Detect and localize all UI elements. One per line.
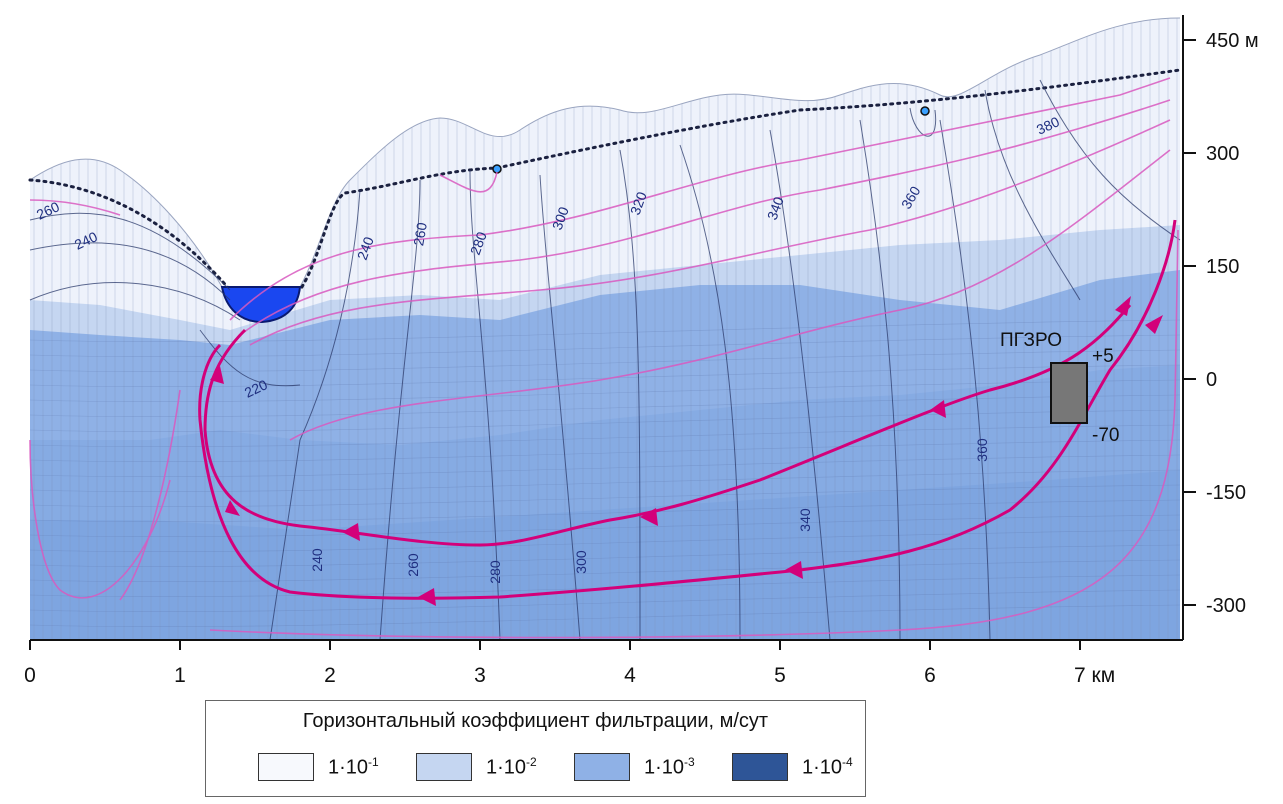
x-tick-label: 0 <box>24 664 36 687</box>
head-contours <box>29 79 1181 641</box>
layer-4 <box>30 470 1180 640</box>
legend-swatch-label: 1·10-1 <box>328 755 379 779</box>
legend-title: Горизонтальный коэффициент фильтрации, м… <box>302 710 769 732</box>
contour-label: 280 <box>467 229 490 257</box>
legend-swatch <box>732 753 788 781</box>
legend-swatch-label: 1·10-2 <box>486 755 537 779</box>
contour-label: 280 <box>487 560 503 584</box>
contour-label: 360 <box>974 438 990 462</box>
x-tick-label: 1 <box>174 664 186 687</box>
mesh-line-h <box>30 559 1180 583</box>
x-tick-label: 4 <box>624 664 636 687</box>
repository-block <box>1050 362 1088 424</box>
y-tick-label: -150 <box>1206 482 1246 504</box>
mesh-line-h <box>30 424 1180 448</box>
mesh-line-h <box>30 454 1180 478</box>
mesh-line-h <box>30 409 1180 433</box>
legend-swatch <box>258 753 314 781</box>
main-flowlines <box>198 219 1177 600</box>
repository-top-mark: +5 <box>1092 346 1114 367</box>
x-axis-ticks: 0 1 2 3 4 5 6 7 км <box>24 640 1115 687</box>
mesh-line-h <box>30 604 1180 628</box>
legend-swatch-label: 1·10-4 <box>802 755 853 779</box>
mesh-line-h <box>30 499 1180 523</box>
mesh-line-h <box>30 364 1180 388</box>
mesh-line-h <box>30 319 1180 343</box>
x-tick-label: 5 <box>774 664 786 687</box>
y-tick-label: -300 <box>1206 595 1246 617</box>
contour-label: 260 <box>405 553 421 577</box>
river <box>220 286 302 324</box>
y-tick-label: 150 <box>1206 256 1239 278</box>
model-outline <box>29 17 1181 288</box>
contour-label: 260 <box>410 221 430 247</box>
mesh-line-h <box>30 394 1180 418</box>
contour-label: 340 <box>797 508 813 532</box>
water-table-line <box>28 68 1182 292</box>
observation-well-1 <box>492 164 502 174</box>
contour-label: 320 <box>627 189 650 217</box>
y-tick-label: 0 <box>1206 369 1217 391</box>
contour-label: 240 <box>354 234 377 262</box>
y-tick-label: 300 <box>1206 143 1239 165</box>
mesh-line-h <box>30 514 1180 538</box>
mesh-line-h <box>30 469 1180 493</box>
observation-well-2 <box>920 106 930 116</box>
repository-bottom-mark: -70 <box>1092 425 1119 446</box>
legend-swatch <box>416 753 472 781</box>
mesh-line-h <box>30 439 1180 463</box>
x-tick-label: 7 км <box>1074 664 1115 687</box>
contour-label: 240 <box>309 548 325 572</box>
model-domain <box>30 18 1180 640</box>
contour-label: 300 <box>549 204 572 232</box>
mesh-line-h <box>30 379 1180 403</box>
mesh-line-h <box>30 544 1180 568</box>
y-tick-label: 450 м <box>1206 30 1259 52</box>
flow-arrows <box>210 296 1163 606</box>
x-tick-label: 3 <box>474 664 486 687</box>
mesh-line-h <box>30 529 1180 553</box>
mesh-line-h <box>30 589 1180 613</box>
legend-swatch-label: 1·10-3 <box>644 755 695 779</box>
legend: Горизонтальный коэффициент фильтрации, м… <box>205 700 866 797</box>
legend-swatch <box>574 753 630 781</box>
mesh-line-h <box>30 574 1180 598</box>
repository-label: ПГЗРО <box>1000 330 1062 351</box>
mesh-line-h <box>30 349 1180 373</box>
thin-flowlines <box>29 77 1179 639</box>
mesh-line-h <box>30 334 1180 358</box>
y-axis-ticks: 450 м 300 150 0 -150 -300 <box>1183 30 1259 617</box>
x-tick-label: 6 <box>924 664 936 687</box>
contour-label: 300 <box>573 550 589 574</box>
x-tick-label: 2 <box>324 664 336 687</box>
contour-label: 340 <box>764 194 787 222</box>
